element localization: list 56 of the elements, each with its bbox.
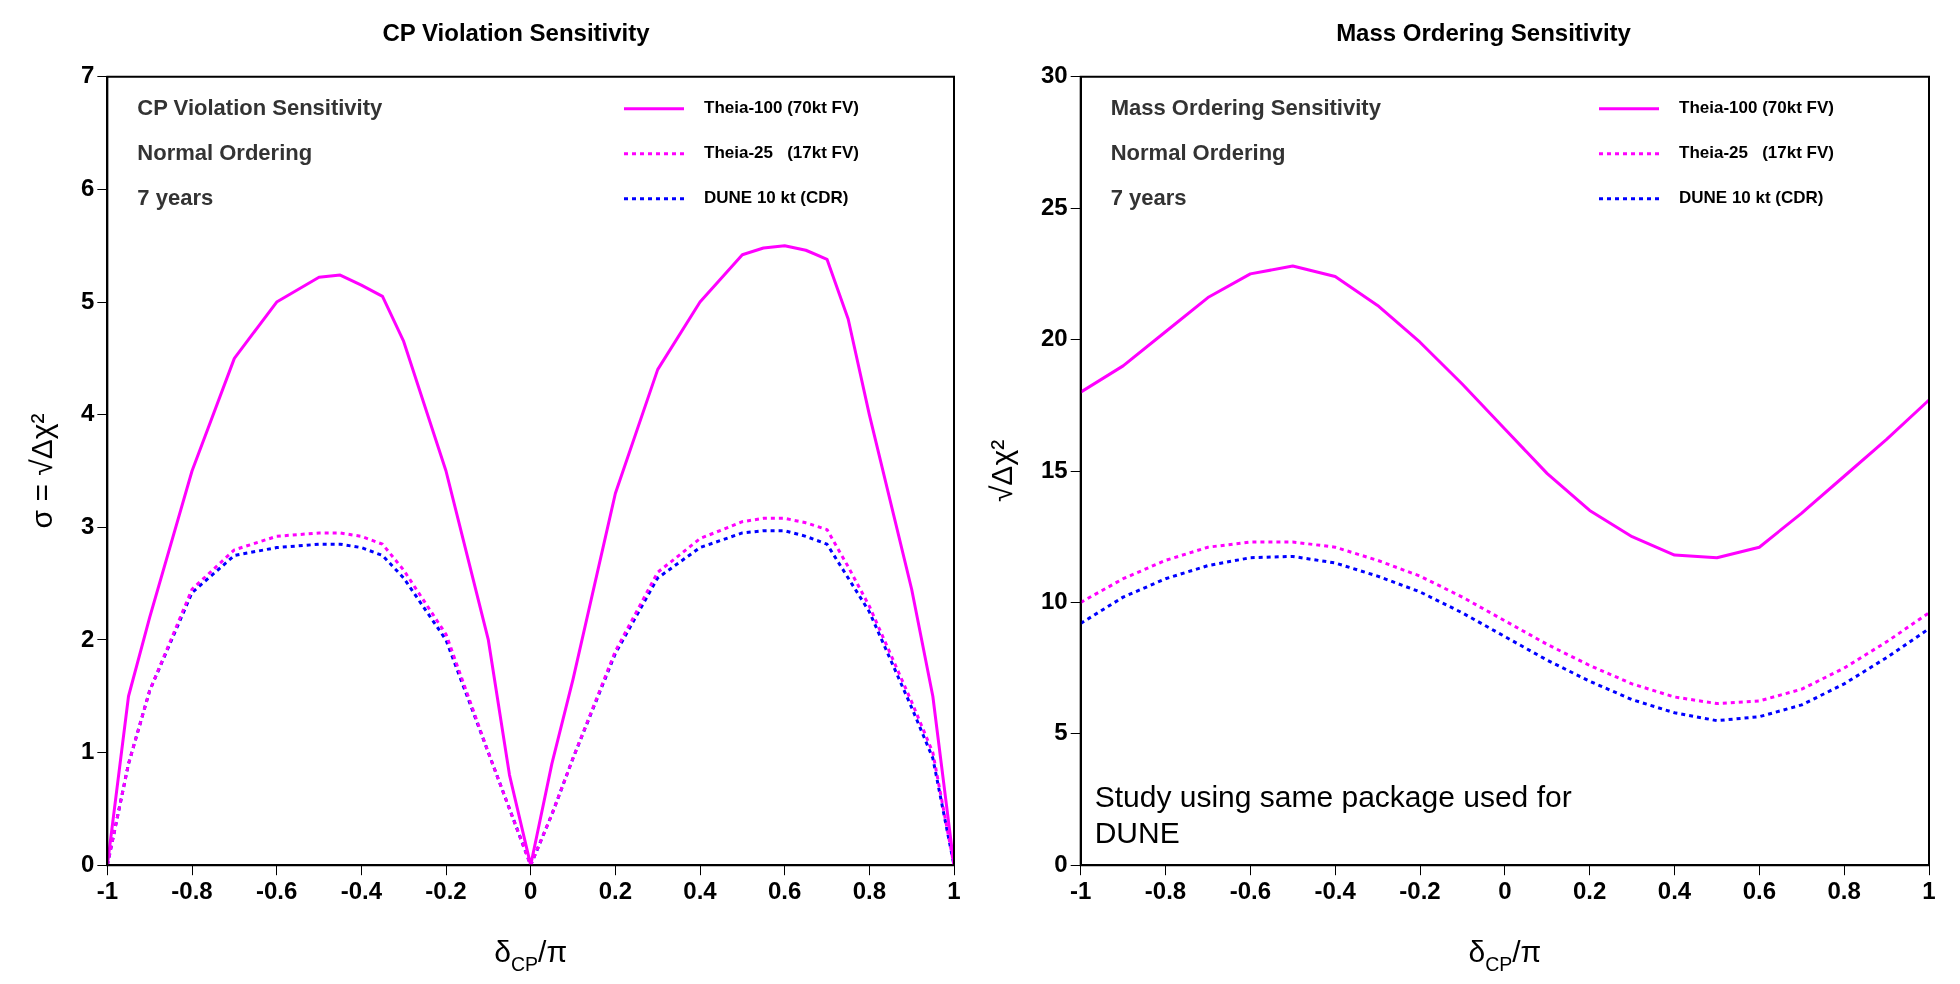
chart-title: CP Violation Sensitivity xyxy=(382,19,651,47)
y-tick-label: 7 xyxy=(80,61,95,89)
annotation: Normal Ordering xyxy=(137,139,313,165)
x-tick-label: 0.4 xyxy=(683,877,718,905)
y-tick-label: 4 xyxy=(80,399,95,427)
y-tick-label: 0 xyxy=(1054,849,1068,877)
x-tick-label: -1 xyxy=(96,877,119,905)
annotation: Study using same package used for DUNE xyxy=(1094,780,1572,850)
y-axis-title: √Δχ² xyxy=(985,439,1018,503)
x-tick-label: -0.2 xyxy=(425,877,467,905)
x-tick-label: 0.6 xyxy=(1742,877,1777,905)
x-tick-label: -0.6 xyxy=(256,877,298,905)
legend-label: Theia-25 (17kt FV) xyxy=(704,143,859,163)
annotation: 7 years xyxy=(137,184,214,210)
annotation: Normal Ordering xyxy=(1110,139,1286,165)
y-tick-label: 15 xyxy=(1040,455,1068,483)
y-tick-label: 25 xyxy=(1040,192,1068,220)
y-tick-label: 5 xyxy=(80,286,95,314)
annotation: Mass Ordering Sensitivity xyxy=(1110,94,1382,120)
x-tick-label: -0.2 xyxy=(1399,877,1441,905)
x-tick-label: -0.4 xyxy=(1314,877,1357,905)
annotation: 7 years xyxy=(1110,184,1187,210)
y-tick-label: 5 xyxy=(1054,718,1068,746)
x-tick-label: 0 xyxy=(523,877,538,905)
line-series xyxy=(1080,540,1929,706)
legend-label: DUNE 10 kt (CDR) xyxy=(1679,188,1824,208)
y-tick-label: 6 xyxy=(80,174,95,202)
x-tick-label: 0.8 xyxy=(1827,877,1861,905)
y-tick-label: 20 xyxy=(1040,324,1068,352)
legend-label: DUNE 10 kt (CDR) xyxy=(704,188,849,208)
legend-label: Theia-100 (70kt FV) xyxy=(1679,98,1834,118)
x-tick-label: 1 xyxy=(1922,877,1936,905)
x-tick-label: -0.4 xyxy=(340,877,383,905)
y-tick-label: 30 xyxy=(1040,61,1068,89)
y-tick-label: 1 xyxy=(80,737,95,765)
x-tick-label: 0.4 xyxy=(1657,877,1692,905)
x-tick-label: 0.2 xyxy=(1572,877,1607,905)
y-tick-label: 10 xyxy=(1040,587,1068,615)
x-tick-label: -0.8 xyxy=(171,877,213,905)
x-tick-label: 0.2 xyxy=(598,877,633,905)
x-tick-label: 0.8 xyxy=(852,877,887,905)
x-tick-label: -0.6 xyxy=(1229,877,1272,905)
line-series xyxy=(1080,554,1929,723)
annotation: CP Violation Sensitivity xyxy=(137,94,384,120)
legend-label: Theia-25 (17kt FV) xyxy=(1679,143,1834,163)
x-tick-label: 0 xyxy=(1498,877,1512,905)
y-axis-title: σ = √Δχ² xyxy=(25,413,58,529)
x-tick-label: -0.8 xyxy=(1144,877,1187,905)
x-tick-label: -1 xyxy=(1070,877,1092,905)
legend-label: Theia-100 (70kt FV) xyxy=(704,98,859,118)
y-tick-label: 3 xyxy=(80,511,95,539)
x-tick-label: 0.6 xyxy=(767,877,802,905)
y-tick-label: 0 xyxy=(80,849,95,877)
chart-title: Mass Ordering Sensitivity xyxy=(1336,19,1632,47)
y-tick-label: 2 xyxy=(80,624,95,652)
x-tick-label: 1 xyxy=(947,877,961,905)
